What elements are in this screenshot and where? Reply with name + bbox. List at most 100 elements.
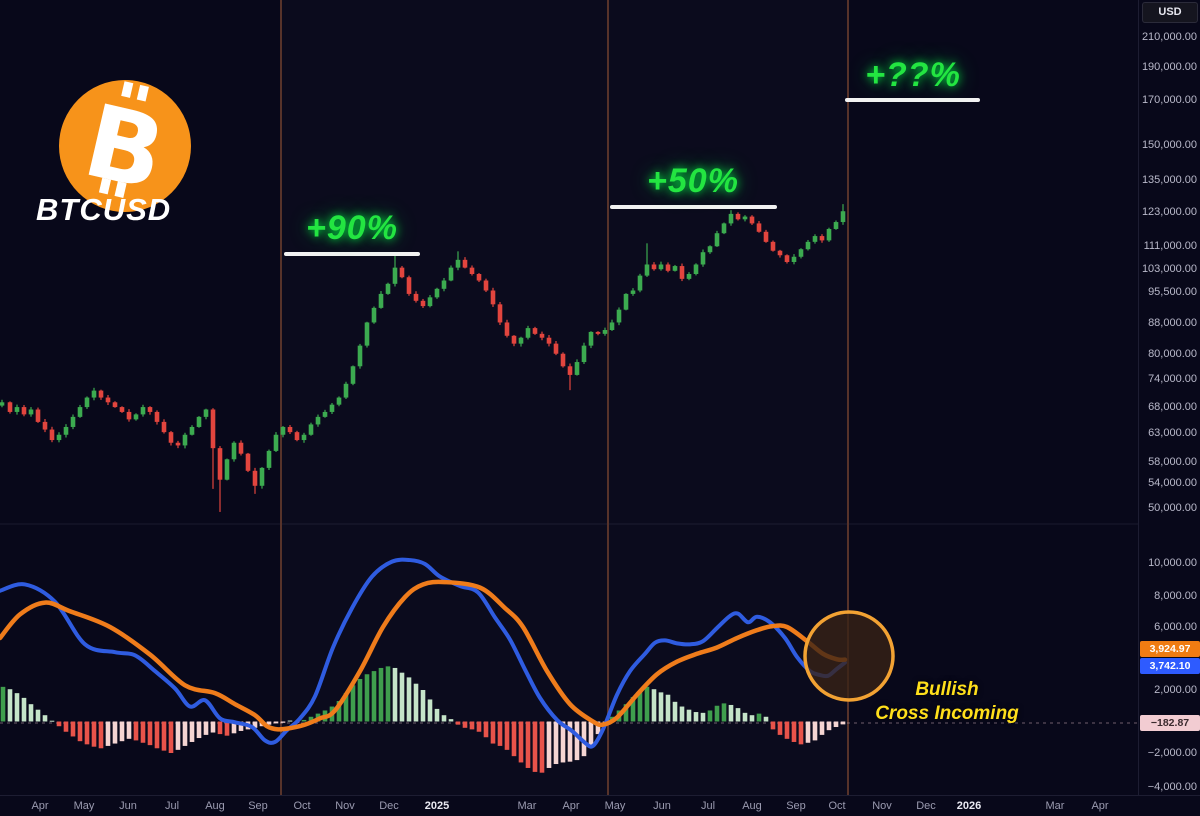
candle-body — [581, 345, 587, 363]
histogram-bar — [770, 721, 776, 730]
time-tick-label: Oct — [293, 800, 311, 812]
candle-body — [49, 429, 55, 441]
histogram-bar — [749, 715, 755, 722]
bullish-line1: Bullish — [915, 679, 979, 700]
candle-body — [42, 421, 48, 430]
candle-body — [364, 322, 370, 346]
candle-body — [770, 241, 776, 251]
candle-body — [539, 333, 545, 338]
candle-body — [469, 267, 475, 275]
candle-body — [84, 397, 90, 408]
histogram-bar — [672, 701, 678, 722]
histogram-bar — [182, 721, 188, 746]
histogram-bar — [819, 721, 825, 735]
price-axis[interactable]: USD 210,000.00 190,000.00 170,000.00 150,00… — [1138, 0, 1200, 795]
candle-body — [658, 264, 664, 270]
histogram-bar — [679, 706, 685, 722]
histogram-bar — [714, 705, 720, 722]
candle-body — [322, 411, 328, 417]
time-tick-label: Dec — [916, 800, 936, 812]
histogram-bar — [406, 677, 412, 722]
price-tick-label: 103,000.00 — [1141, 263, 1197, 275]
candle-body — [833, 222, 839, 229]
currency-button[interactable]: USD — [1142, 2, 1198, 23]
candle-body — [567, 366, 573, 375]
time-axis[interactable]: Apr May Jun Jul Aug Sep Oct Nov Dec 2025 Mar Apr May… — [0, 795, 1200, 816]
histogram-bar — [735, 708, 741, 722]
candle-body — [35, 409, 41, 422]
signal-line — [0, 579, 848, 732]
bullish-line2: Cross Incoming — [875, 703, 1019, 724]
histogram-bar — [700, 712, 706, 722]
candle-body — [721, 223, 727, 234]
time-tick-label: Oct — [828, 800, 846, 812]
histogram-bar — [826, 721, 832, 731]
histogram-bar — [588, 721, 594, 747]
candle-body — [161, 421, 167, 433]
candle-body — [546, 337, 552, 344]
candle-body — [483, 280, 489, 291]
candle-body — [679, 266, 685, 279]
time-tick-label: Sep — [248, 800, 268, 812]
gain-annotation-90: +90% — [306, 209, 398, 247]
candle-body — [805, 241, 811, 250]
histogram-bar — [644, 686, 650, 722]
candle-body — [406, 277, 412, 294]
price-tick-label: 2,000.00 — [1154, 684, 1197, 696]
price-tick-label: 68,000.00 — [1148, 401, 1197, 413]
histogram-bar — [504, 721, 510, 750]
candle-body — [728, 213, 734, 224]
candle-body — [623, 293, 629, 310]
histogram-bar — [14, 693, 20, 722]
candle-body — [777, 250, 783, 256]
price-macd-plot[interactable] — [0, 0, 1138, 795]
histogram-bar — [707, 710, 713, 722]
candle-body — [252, 470, 258, 486]
candle-body — [518, 337, 524, 344]
time-tick-label: Mar — [1045, 800, 1065, 812]
histogram-bar — [511, 721, 517, 757]
histogram-bar — [441, 715, 447, 722]
histogram-bar — [623, 704, 629, 722]
time-tick-year: 2025 — [424, 800, 450, 812]
price-tick-label: 58,000.00 — [1148, 456, 1197, 468]
histogram-bar — [189, 721, 195, 742]
histogram-bar — [168, 721, 174, 753]
candle-body — [553, 343, 559, 354]
histogram-bar — [35, 709, 41, 722]
histogram-bar — [343, 693, 349, 722]
candle-body — [819, 236, 825, 241]
candle-body — [371, 307, 377, 323]
candle-body — [21, 407, 27, 415]
candle-body — [112, 402, 118, 408]
candle-body — [441, 280, 447, 289]
candle-body — [189, 426, 195, 435]
candle-body — [630, 290, 636, 294]
price-tick-label: 50,000.00 — [1148, 502, 1197, 514]
chart-canvas[interactable] — [0, 0, 1138, 795]
candle-body — [826, 228, 832, 241]
candle-body — [392, 267, 398, 284]
histogram-bar — [364, 674, 370, 722]
candle-body — [259, 467, 265, 486]
candle-body — [595, 331, 601, 334]
histogram-bar — [497, 721, 503, 746]
candle-body — [133, 414, 139, 420]
macd-histogram — [0, 666, 846, 773]
candlestick-series — [0, 204, 846, 512]
candle-body — [378, 293, 384, 308]
histogram-bar — [665, 694, 671, 722]
price-tick-label: 74,000.00 — [1148, 373, 1197, 385]
candle-body — [560, 353, 566, 367]
symbol-label: BTCUSD — [36, 192, 172, 227]
candle-body — [7, 402, 13, 412]
time-tick-label: May — [604, 800, 626, 812]
histogram-bar — [581, 721, 587, 757]
candle-body — [448, 267, 454, 281]
histogram-bar — [385, 666, 391, 722]
time-tick-label: Jul — [700, 800, 716, 812]
time-tick-label: Aug — [205, 800, 225, 812]
histogram-bar — [0, 686, 6, 722]
histogram-bar — [763, 716, 769, 722]
candle-body — [525, 328, 531, 338]
